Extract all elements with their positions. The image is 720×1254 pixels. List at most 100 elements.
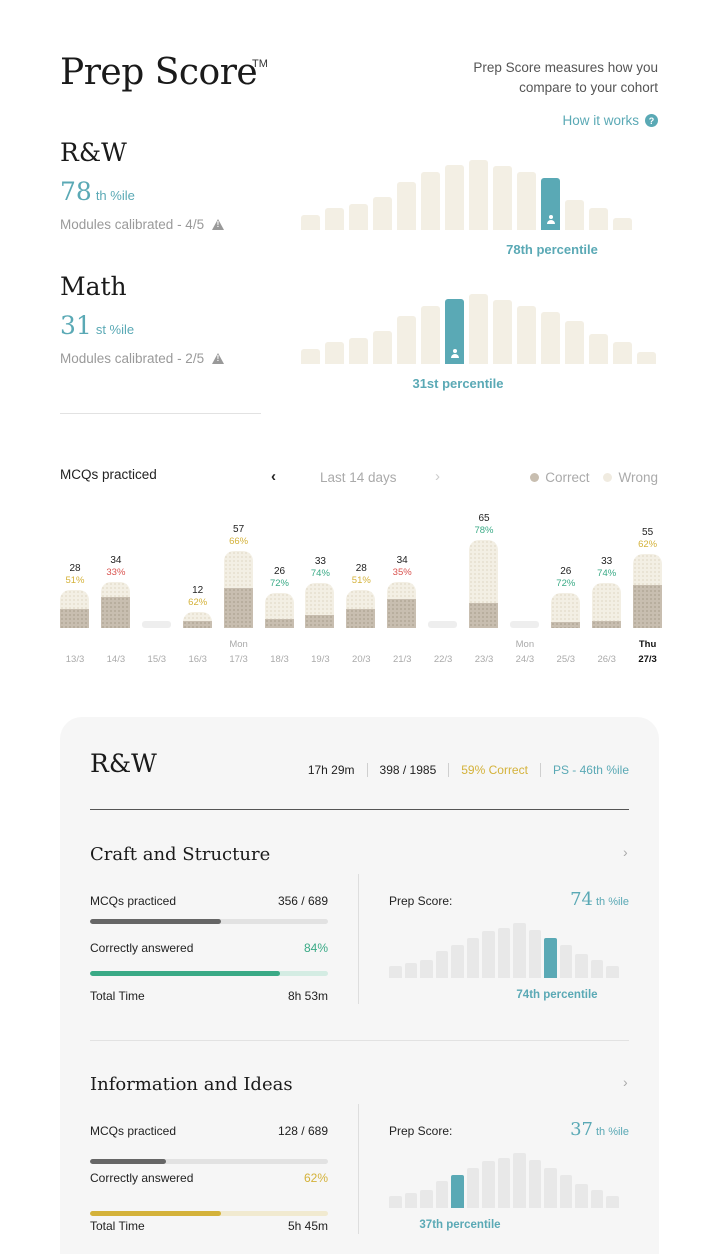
prep-score-number: 37 — [570, 1119, 593, 1140]
day-column[interactable]: 62% 12 16/3 — [182, 500, 213, 670]
distribution-bar — [325, 342, 344, 364]
subsection-title[interactable]: Information and Ideas — [90, 1074, 293, 1095]
chevron-left-icon[interactable]: ‹ — [271, 468, 276, 485]
distribution-bar — [445, 165, 464, 230]
total-time-label: Total Time — [90, 1219, 145, 1233]
day-column[interactable]: 51% 28 20/3 — [346, 500, 376, 670]
day-column[interactable]: 51% 28 13/3 — [60, 500, 90, 670]
mini-bar — [404, 1193, 417, 1208]
distribution-bar — [373, 197, 392, 230]
day-date: 14/3 — [106, 654, 126, 665]
day-column[interactable]: 33% 34 14/3 — [100, 500, 131, 670]
day-column[interactable]: 72% 26 18/3 — [264, 500, 295, 670]
chevron-right-icon[interactable]: › — [623, 844, 628, 860]
score-percentile-rw: 78 th %ile — [60, 177, 135, 206]
mini-bar — [606, 1196, 619, 1208]
distribution-bar — [301, 215, 320, 230]
legend-label-correct: Correct — [545, 470, 590, 485]
correctly-answered-label: Correctly answered — [90, 941, 194, 955]
distribution-bar — [565, 321, 584, 364]
mini-bar — [420, 960, 433, 978]
distribution-bar — [589, 208, 608, 230]
percentile-value: 31 — [60, 311, 92, 340]
total-time-label: Total Time — [90, 989, 145, 1003]
prep-score-caption: 74th percentile — [516, 989, 598, 1001]
prep-score-label: Prep Score: — [389, 894, 453, 908]
day-bar — [632, 554, 662, 628]
distribution-bar — [421, 172, 440, 230]
mini-bar — [606, 966, 619, 978]
day-date: 13/3 — [65, 654, 85, 665]
day-percent: 62% — [188, 597, 208, 608]
question-circle-icon: ? — [645, 114, 658, 127]
card-total-time: 17h 29m — [307, 763, 355, 777]
day-percent: 72% — [269, 578, 289, 589]
correctly-answered-bar — [90, 1211, 328, 1216]
day-column[interactable]: 22/3 — [428, 500, 458, 670]
subsection-title[interactable]: Craft and Structure — [90, 844, 271, 865]
day-column[interactable]: 74% 33 19/3 — [305, 500, 335, 670]
day-weekday: Mon — [229, 639, 248, 650]
mini-bar — [513, 1153, 526, 1208]
day-bar-correct — [591, 621, 621, 628]
card-stats: 17h 29m 398 / 1985 59% Correct PS - 46th… — [308, 763, 629, 777]
distribution-chart-rw — [301, 150, 632, 230]
day-bar — [100, 582, 130, 628]
day-date: 23/3 — [474, 654, 494, 665]
day-bar-correct — [387, 599, 417, 628]
day-column[interactable]: 66% 57 Mon 17/3 — [223, 500, 254, 670]
day-count: 28 — [69, 563, 81, 574]
distribution-bar — [613, 218, 632, 230]
day-column[interactable]: 78% 65 23/3 — [469, 500, 499, 670]
distribution-bar — [589, 334, 608, 364]
day-count: 57 — [233, 524, 245, 535]
day-percent: 51% — [351, 575, 371, 586]
chevron-right-icon[interactable]: › — [435, 468, 440, 485]
warning-icon[interactable] — [212, 353, 225, 364]
percentile-suffix: th %ile — [95, 188, 135, 203]
score-percentile-math: 31 st %ile — [60, 311, 134, 340]
day-bar — [264, 593, 294, 628]
day-count: 28 — [355, 563, 367, 574]
day-column[interactable]: 74% 33 26/3 — [591, 500, 622, 670]
day-bar — [305, 583, 335, 628]
day-count: 33 — [314, 556, 326, 567]
day-bar-correct — [100, 597, 130, 628]
distribution-bar — [349, 338, 368, 364]
day-count: 34 — [396, 555, 408, 566]
day-date: 18/3 — [270, 654, 289, 665]
prep-score-label: Prep Score: — [389, 1124, 453, 1138]
day-column[interactable]: Mon 24/3 — [509, 500, 540, 670]
mini-bar-highlight — [544, 938, 557, 978]
mini-bar — [528, 1160, 541, 1208]
day-bar — [469, 540, 498, 628]
day-count: 26 — [560, 566, 572, 577]
distribution-bar — [613, 342, 632, 364]
day-weekday: Thu — [638, 639, 657, 650]
stat-separator — [366, 763, 368, 777]
stat-separator — [448, 763, 450, 777]
chevron-right-icon[interactable]: › — [623, 1074, 628, 1090]
how-it-works-link[interactable]: How it works ? — [562, 113, 658, 128]
distribution-label-math: 31st percentile — [412, 376, 504, 391]
day-column[interactable]: 72% 26 25/3 — [550, 500, 581, 670]
day-column[interactable]: 35% 34 21/3 — [387, 500, 417, 670]
mini-bar — [435, 951, 448, 978]
distribution-bar — [565, 200, 584, 230]
score-name-rw: R&W — [60, 138, 127, 167]
mini-bar — [559, 1175, 572, 1208]
mcq-legend: Correct Wrong — [530, 470, 658, 485]
day-date: 25/3 — [556, 654, 576, 665]
section-card-rw: R&W 17h 29m 398 / 1985 59% Correct PS - … — [60, 717, 659, 1254]
mini-bar — [559, 945, 572, 978]
mini-bar — [575, 954, 588, 978]
card-divider — [90, 809, 629, 810]
warning-icon[interactable] — [212, 219, 225, 230]
calibration-text: Modules calibrated - 4/5 — [60, 217, 205, 232]
distribution-chart-math — [301, 284, 656, 364]
day-column[interactable]: 62% 55 Thu 27/3 — [632, 500, 663, 670]
mini-bar — [482, 1161, 495, 1208]
day-count: 34 — [110, 555, 122, 566]
day-column[interactable]: 15/3 — [141, 500, 172, 670]
